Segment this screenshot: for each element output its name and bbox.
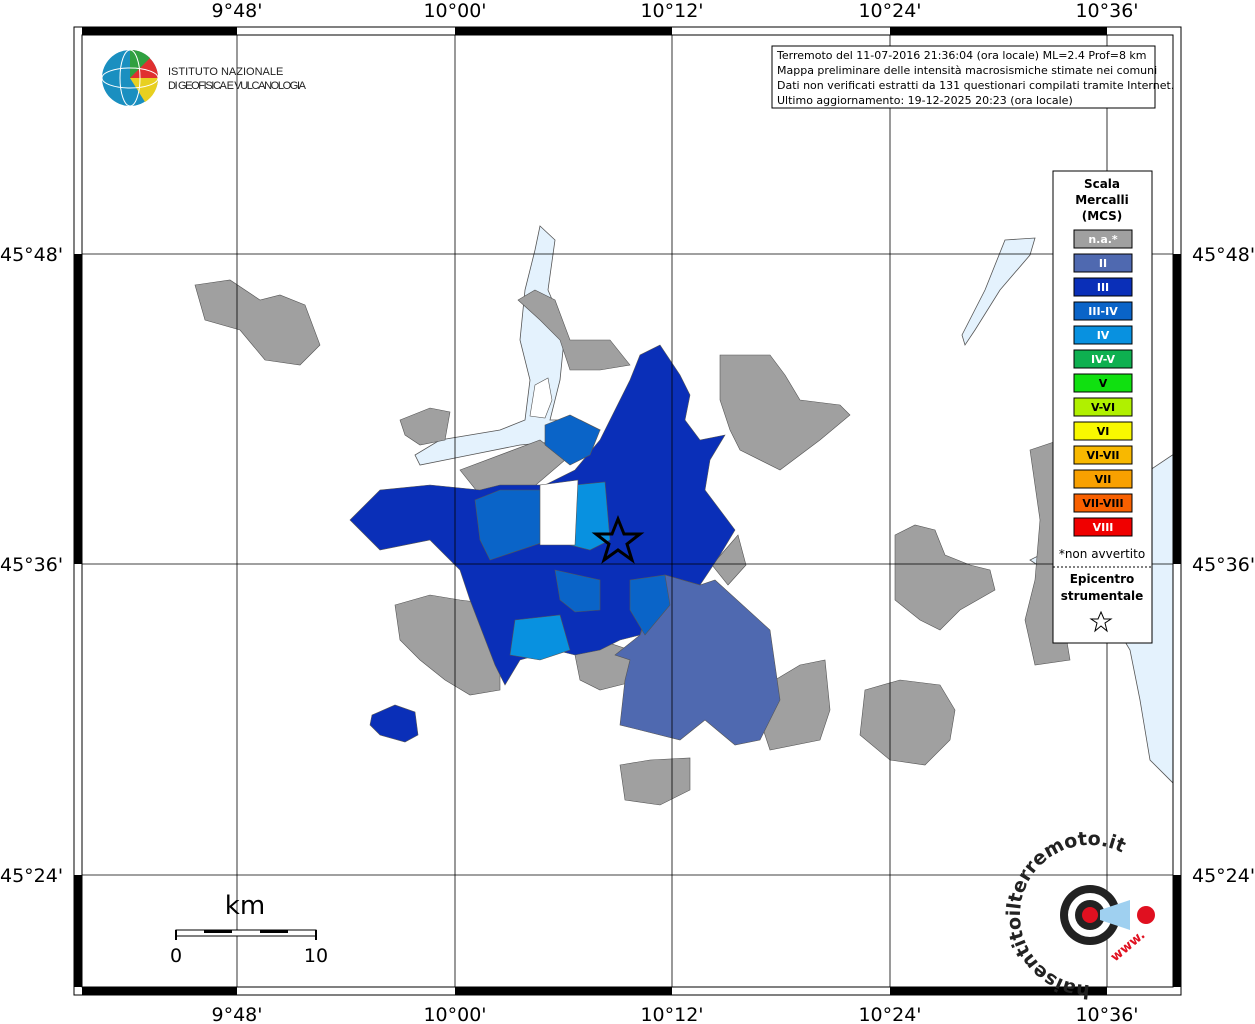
legend: Scala Mercalli (MCS) *non avvertito Epic… (1052, 170, 1153, 644)
scale-label: 0 (170, 945, 182, 967)
region (194, 279, 321, 366)
legend-swatch (1073, 421, 1133, 441)
scale-label: 10 (304, 945, 328, 967)
lat-label: 45°48' (0, 244, 63, 266)
region (399, 407, 451, 446)
lat-label: 45°48' (1192, 244, 1255, 266)
scale-bar: km 0 10 (170, 891, 328, 967)
legend-swatch (1073, 373, 1133, 393)
info-line: Ultimo aggiornamento: 19-12-2025 20:23 (… (777, 94, 1073, 107)
region (859, 679, 956, 766)
legend-swatch (1073, 469, 1133, 489)
lon-label: 10°12' (640, 1004, 703, 1024)
info-line: Terremoto del 11-07-2016 21:36:04 (ora l… (776, 49, 1147, 62)
legend-swatch (1073, 253, 1133, 273)
region (619, 757, 691, 806)
no-data (539, 479, 579, 546)
lat-label: 45°24' (0, 865, 63, 887)
legend-title: (MCS) (1082, 209, 1123, 223)
legend-label: VI-VII (1086, 449, 1119, 462)
legend-note: *non avvertito (1059, 547, 1145, 561)
lon-label: 10°36' (1075, 1004, 1138, 1024)
region (369, 704, 419, 743)
legend-label: III-IV (1088, 305, 1118, 318)
lon-label: 9°48' (212, 1004, 263, 1024)
lat-label: 45°36' (0, 554, 63, 576)
info-line: Mappa preliminare delle intensità macros… (777, 64, 1157, 77)
lon-label: 9°48' (212, 0, 263, 22)
legend-swatch (1073, 397, 1133, 417)
lat-label: 45°24' (1192, 865, 1255, 887)
legend-swatch (1073, 493, 1133, 513)
legend-title: Mercalli (1075, 193, 1129, 207)
lon-label: 10°24' (858, 0, 921, 22)
region (894, 524, 996, 631)
legend-label: V (1099, 377, 1108, 390)
logo-text: ISTITUTO NAZIONALE (168, 66, 283, 78)
lat-label: 45°36' (1192, 554, 1255, 576)
region (544, 414, 601, 466)
lon-label: 10°00' (423, 1004, 486, 1024)
logo-text: DI GEOFISICA E VULCANOLOGIA (168, 80, 307, 92)
graticule (82, 35, 1173, 987)
legend-label: VI (1097, 425, 1110, 438)
legend-label: VIII (1093, 521, 1114, 534)
region (554, 569, 601, 613)
legend-title: Scala (1084, 177, 1120, 191)
scale-unit: km (225, 891, 265, 921)
epicenter-star (591, 514, 645, 564)
lake (961, 237, 1036, 346)
lon-label: 10°24' (858, 1004, 921, 1024)
legend-star (1089, 610, 1113, 633)
info-line: Dati non verificati estratti da 131 ques… (777, 79, 1174, 92)
ingv-logo: ISTITUTO NAZIONALE DI GEOFISICA E VULCAN… (101, 49, 307, 107)
legend-swatch (1073, 349, 1133, 369)
legend-label: II (1099, 257, 1107, 270)
lon-label: 10°36' (1075, 0, 1138, 22)
legend-swatch (1073, 517, 1133, 537)
region (629, 574, 671, 636)
map-area (82, 35, 1173, 987)
legend-epicenter: strumentale (1061, 589, 1144, 603)
region (517, 289, 631, 371)
island (529, 377, 553, 419)
region (719, 354, 851, 471)
legend-swatch (1073, 277, 1133, 297)
legend-label: IV-V (1091, 353, 1116, 366)
lon-label: 10°00' (423, 0, 486, 22)
legend-label: VII-VIII (1082, 497, 1123, 510)
legend-swatch (1073, 301, 1133, 321)
legend-label: VII (1095, 473, 1112, 486)
frame (73, 26, 1182, 996)
lon-label: 10°12' (640, 0, 703, 22)
region (711, 534, 747, 586)
legend-swatch (1073, 325, 1133, 345)
region (394, 594, 501, 696)
info-box: Terremoto del 11-07-2016 21:36:04 (ora l… (771, 45, 1174, 109)
legend-label: V-VI (1091, 401, 1115, 414)
legend-swatch (1073, 445, 1133, 465)
legend-swatch (1073, 229, 1133, 249)
legend-epicenter: Epicentro (1070, 572, 1135, 586)
legend-label: III (1097, 281, 1109, 294)
region (509, 614, 571, 661)
legend-label: IV (1097, 329, 1110, 342)
legend-label: n.a.* (1088, 233, 1118, 246)
